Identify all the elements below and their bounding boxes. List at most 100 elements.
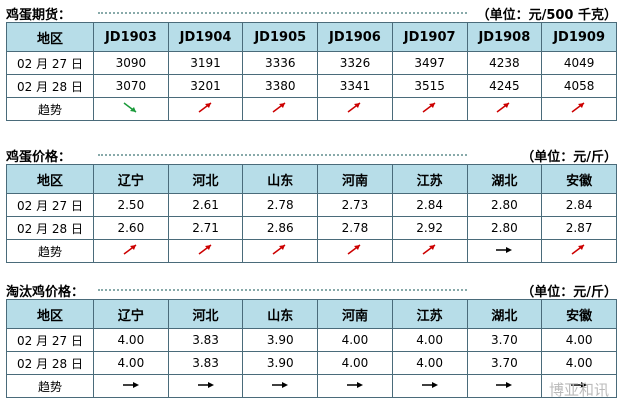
trend-cell <box>317 374 393 398</box>
value-cell: 2.61 <box>167 193 244 217</box>
data-row: 02 月 27 日 3090 3191 3336 3326 3497 4238 4049 <box>6 51 617 75</box>
trend-row: 趋势 <box>6 97 617 121</box>
dotted-rule <box>98 12 467 14</box>
value-cell: 3497 <box>391 51 468 75</box>
value-cell: 4.00 <box>93 351 169 375</box>
watermark: 博亚和讯 <box>548 381 609 399</box>
section-title: 鸡蛋期货： <box>6 8 72 23</box>
header-cell: JD1904 <box>167 22 244 52</box>
header-cell: JD1908 <box>466 22 543 52</box>
trend-arrow <box>347 102 361 113</box>
trend-arrow <box>122 382 139 388</box>
value-cell: 4238 <box>466 51 543 75</box>
trend-arrow <box>421 382 438 388</box>
trend-arrow <box>123 102 137 113</box>
trend-cell <box>167 374 244 398</box>
trend-cell <box>242 239 319 263</box>
header-cell: 江苏 <box>391 299 468 329</box>
trend-arrow <box>496 102 510 113</box>
header-cell: 辽宁 <box>93 164 169 194</box>
value-cell: 2.92 <box>391 216 468 240</box>
value-cell: 2.84 <box>541 193 617 217</box>
value-cell: 2.87 <box>541 216 617 240</box>
header-cell: 辽宁 <box>93 299 169 329</box>
section-header: 鸡蛋价格： （单位：元/斤） <box>6 144 617 165</box>
trend-cell <box>391 97 468 121</box>
value-cell: 3341 <box>317 74 393 98</box>
section-title: 鸡蛋价格： <box>6 150 72 165</box>
value-cell: 4.00 <box>93 328 169 352</box>
trend-cell <box>167 239 244 263</box>
data-row: 02 月 27 日 2.50 2.61 2.78 2.73 2.84 2.80 2.84 <box>6 193 617 217</box>
dotted-rule <box>98 154 467 156</box>
value-cell: 4.00 <box>391 328 468 352</box>
value-cell: 3.83 <box>167 351 244 375</box>
trend-arrow <box>272 382 289 388</box>
value-cell: 3326 <box>317 51 393 75</box>
value-cell: 2.60 <box>93 216 169 240</box>
trend-cell <box>93 239 169 263</box>
unit-label: （单位：元/斤） <box>521 150 617 165</box>
header-cell: JD1906 <box>317 22 393 52</box>
data-table: 地区 辽宁 河北 山东 河南 江苏 湖北 安徽 02 月 27 日 2.50 2.61 2.78 2.7… <box>6 164 617 263</box>
header-cell: 江苏 <box>391 164 468 194</box>
header-cell: JD1907 <box>391 22 468 52</box>
header-row: 地区 JD1903 JD1904 JD1905 JD1906 JD1907 JD1908 JD… <box>6 22 617 52</box>
data-row: 02 月 27 日 4.00 3.83 3.90 4.00 4.00 3.70 4.00 <box>6 328 617 352</box>
trend-cell <box>466 239 543 263</box>
dotted-rule <box>98 289 467 291</box>
date-cell: 02 月 27 日 <box>6 328 94 352</box>
value-cell: 3336 <box>242 51 319 75</box>
value-cell: 4.00 <box>317 351 393 375</box>
value-cell: 4.00 <box>541 328 617 352</box>
value-cell: 2.71 <box>167 216 244 240</box>
value-cell: 4049 <box>541 51 617 75</box>
trend-cell <box>391 239 468 263</box>
header-cell: 地区 <box>6 164 94 194</box>
trend-cell <box>541 239 617 263</box>
trend-arrow <box>272 102 286 113</box>
header-cell: JD1905 <box>242 22 319 52</box>
unit-label: （单位：元/500 千克） <box>476 8 617 23</box>
header-cell: 河南 <box>317 299 393 329</box>
value-cell: 3090 <box>93 51 169 75</box>
trend-cell <box>242 97 319 121</box>
trend-cell <box>167 97 244 121</box>
trend-arrow <box>198 102 211 113</box>
header-cell: 地区 <box>6 22 94 52</box>
value-cell: 3.90 <box>242 351 319 375</box>
date-cell: 02 月 28 日 <box>6 351 94 375</box>
header-cell: 湖北 <box>466 299 543 329</box>
value-cell: 2.86 <box>242 216 319 240</box>
value-cell: 4058 <box>541 74 617 98</box>
value-cell: 3070 <box>93 74 169 98</box>
trend-cell <box>466 97 543 121</box>
section-header: 鸡蛋期货： （单位：元/500 千克） <box>6 2 617 23</box>
header-cell: 山东 <box>242 299 319 329</box>
trend-arrow <box>346 382 363 388</box>
trend-cell <box>541 374 617 398</box>
value-cell: 3201 <box>167 74 244 98</box>
trend-arrow <box>571 382 588 388</box>
trend-arrow <box>571 244 585 255</box>
date-cell: 02 月 28 日 <box>6 216 94 240</box>
value-cell: 2.73 <box>317 193 393 217</box>
section: 鸡蛋价格： （单位：元/斤） 地区 辽宁 河北 山东 河南 江苏 湖北 安徽 02 月 27 日 2.… <box>6 144 617 263</box>
value-cell: 4.00 <box>391 351 468 375</box>
header-cell: JD1903 <box>93 22 169 52</box>
value-cell: 3.83 <box>167 328 244 352</box>
data-table: 地区 辽宁 河北 山东 河南 江苏 湖北 安徽 02 月 27 日 4.00 3.83 3.90 4.0… <box>6 299 617 398</box>
trend-cell <box>242 374 319 398</box>
section: 鸡蛋期货： （单位：元/500 千克） 地区 JD1903 JD1904 JD1905 JD… <box>6 2 617 121</box>
header-row: 地区 辽宁 河北 山东 河南 江苏 湖北 安徽 <box>6 299 617 329</box>
trend-arrow <box>272 244 286 255</box>
trend-cell <box>93 97 169 121</box>
trend-arrow <box>496 247 513 253</box>
section-header: 淘汰鸡价格： （单位：元/斤） <box>6 279 617 300</box>
trend-row: 趋势 <box>6 374 617 398</box>
value-cell: 3.90 <box>242 328 319 352</box>
header-cell: 安徽 <box>541 164 617 194</box>
value-cell: 2.80 <box>466 216 543 240</box>
